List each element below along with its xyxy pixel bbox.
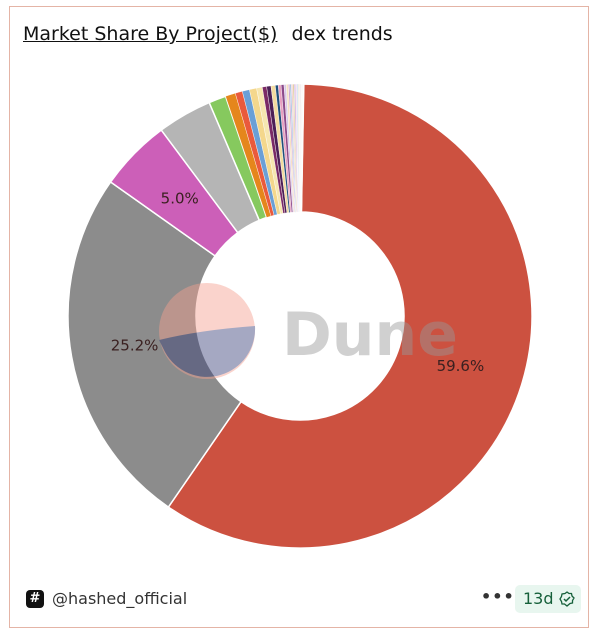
age-badge: 13d [515, 585, 581, 613]
data-label-0: 59.6% [437, 357, 485, 375]
hash-icon: # [26, 590, 44, 608]
query-title-link[interactable]: Market Share By Project($) [23, 23, 278, 45]
more-options-button[interactable]: ••• [481, 587, 515, 606]
pie-slice-1[interactable] [67, 180, 243, 509]
age-text: 13d [523, 589, 554, 608]
dune-watermark: Dune [159, 283, 458, 379]
pie-slice-0[interactable] [167, 83, 533, 549]
chart-subtitle: dex trends [291, 23, 393, 45]
author-link[interactable]: @hashed_official [52, 589, 188, 608]
card-footer: # @hashed_official ••• 13d [26, 585, 581, 613]
data-label-1: 25.2% [111, 336, 159, 354]
watermark-text: Dune [282, 300, 458, 370]
verified-check-icon [559, 591, 575, 607]
data-label-2: 5.0% [161, 190, 199, 208]
chart-title: Market Share By Project($) dex trends [23, 23, 393, 45]
pie-slice-35[interactable] [301, 83, 305, 213]
